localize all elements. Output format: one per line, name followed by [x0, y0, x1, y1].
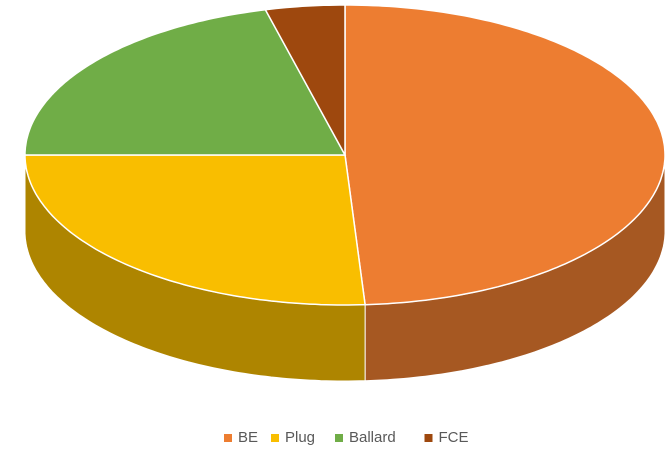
- legend-swatch: [271, 434, 279, 442]
- legend: BE Plug Ballard FCE: [224, 429, 469, 446]
- legend-label: Plug: [285, 429, 315, 446]
- legend-label: BE: [238, 429, 258, 446]
- legend-label: FCE: [439, 429, 469, 446]
- pie-slice: [24, 8, 347, 156]
- legend-swatch: [224, 434, 232, 442]
- pie-slice: [264, 4, 346, 156]
- legend-swatch: [424, 434, 433, 442]
- legend-label: Ballard: [349, 429, 396, 446]
- legend-swatch: [335, 434, 343, 442]
- pie-slice: [24, 154, 366, 306]
- pie-slice: [344, 4, 666, 306]
